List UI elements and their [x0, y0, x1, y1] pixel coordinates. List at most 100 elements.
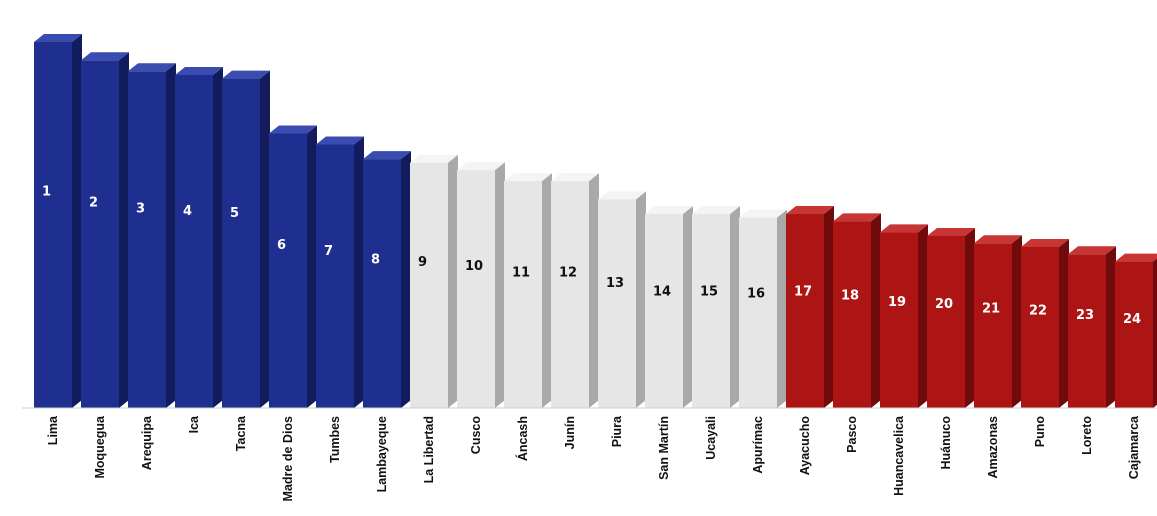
category-label: Moquegua: [93, 415, 107, 479]
bar-front-face: [457, 170, 495, 408]
bar-front-face: [128, 71, 166, 408]
category-label: Arequipa: [140, 415, 154, 470]
bar-front-face: [692, 214, 730, 408]
bar-side-face: [1059, 238, 1069, 408]
bar-top-face: [927, 227, 975, 236]
bar-8: 8: [363, 151, 411, 408]
category-label: Huancavelica: [892, 415, 906, 496]
bar-side-face: [730, 206, 740, 408]
bar-18: 18: [833, 213, 881, 408]
bar-11: 11: [504, 173, 552, 408]
bar-9: 9: [410, 154, 458, 408]
bar-top-face: [504, 173, 552, 182]
bar-top-face: [1115, 253, 1157, 262]
bar-7: 7: [316, 136, 364, 409]
bar-10: 10: [457, 162, 505, 408]
bar-side-face: [448, 154, 458, 408]
bar-17: 17: [786, 206, 834, 408]
category-label: Amazonas: [986, 416, 1000, 479]
bar-6: 6: [269, 125, 317, 408]
bar-front-face: [1115, 261, 1153, 408]
bar-top-face: [880, 224, 928, 233]
bar-front-face: [363, 159, 401, 408]
bar-front-face: [269, 133, 307, 408]
category-label: Cusco: [469, 416, 483, 455]
bar-side-face: [965, 227, 975, 408]
bar-side-face: [918, 224, 928, 408]
bar-rank-label: 13: [606, 276, 624, 291]
bar-rank-label: 19: [888, 295, 906, 310]
bar-rank-label: 18: [841, 289, 859, 304]
category-label: Loreto: [1080, 416, 1094, 455]
category-label: Ayacucho: [798, 416, 812, 476]
bar-side-face: [213, 66, 223, 408]
bar-rank-label: 8: [371, 253, 380, 268]
bar-front-face: [81, 60, 119, 409]
bar-front-face: [175, 74, 213, 408]
bar-rank-label: 17: [794, 284, 812, 299]
bar-rank-label: 20: [935, 297, 953, 312]
category-label: La Libertad: [422, 416, 436, 483]
category-label: Madre de Dios: [281, 416, 295, 501]
category-labels-group: Lima Moquegua Arequipa Ica Tacna Madre de Dio…: [46, 415, 1141, 501]
bar-front-face: [1068, 254, 1106, 408]
bar-side-face: [260, 70, 270, 408]
bar-12: 12: [551, 173, 599, 408]
bar-top-face: [363, 151, 411, 160]
bar-rank-label: 7: [324, 244, 333, 259]
category-label: Lima: [46, 415, 60, 445]
bar-top-face: [410, 154, 458, 163]
bar-rank-label: 2: [89, 195, 98, 210]
bar-rank-label: 22: [1029, 304, 1047, 319]
bar-top-face: [786, 206, 834, 215]
bar-1: 1: [34, 34, 82, 408]
bar-top-face: [739, 209, 787, 218]
bar-front-face: [410, 162, 448, 408]
category-label: Apurímac: [751, 416, 765, 474]
bar-side-face: [307, 125, 317, 408]
bar-top-face: [81, 52, 129, 61]
bar-rank-label: 6: [277, 238, 286, 253]
bar-side-face: [1106, 246, 1116, 408]
bar-13: 13: [598, 191, 646, 408]
bar-top-face: [457, 162, 505, 171]
bar-side-face: [589, 173, 599, 408]
bar-14: 14: [645, 206, 693, 408]
bar-front-face: [786, 214, 824, 408]
bar-rank-label: 14: [653, 284, 671, 299]
bar-rank-label: 16: [747, 287, 765, 302]
bar-side-face: [1012, 235, 1022, 408]
category-label: Lambayeque: [375, 416, 389, 492]
bar-front-face: [880, 232, 918, 408]
bar-front-face: [927, 235, 965, 408]
bar-front-face: [222, 78, 260, 408]
bar-front-face: [833, 221, 871, 408]
bar-side-face: [636, 191, 646, 408]
bar-rank-label: 21: [982, 301, 1000, 316]
category-label: Ucayali: [704, 416, 718, 460]
bar-front-face: [598, 199, 636, 408]
bar-rank-label: 15: [700, 284, 718, 299]
bar-top-face: [645, 206, 693, 215]
bar-21: 21: [974, 235, 1022, 408]
bar-top-face: [1021, 238, 1069, 247]
bar-side-face: [1153, 258, 1157, 408]
bar-top-face: [269, 125, 317, 134]
bar-top-face: [833, 213, 881, 222]
bar-rank-label: 4: [183, 204, 192, 219]
bar-side-face: [683, 206, 693, 408]
bar-24: 24: [1115, 253, 1157, 408]
bar-side-face: [824, 206, 834, 408]
category-label: Junín: [563, 416, 577, 449]
bar-16: 16: [739, 209, 787, 408]
bar-front-face: [1021, 246, 1059, 408]
category-label: Huánuco: [939, 416, 953, 470]
bar-top-face: [316, 136, 364, 145]
bar-top-face: [175, 66, 223, 75]
bar-top-face: [551, 173, 599, 182]
bar-side-face: [166, 63, 176, 408]
bar-side-face: [871, 213, 881, 408]
bar-2: 2: [81, 52, 129, 409]
bar-top-face: [974, 235, 1022, 244]
